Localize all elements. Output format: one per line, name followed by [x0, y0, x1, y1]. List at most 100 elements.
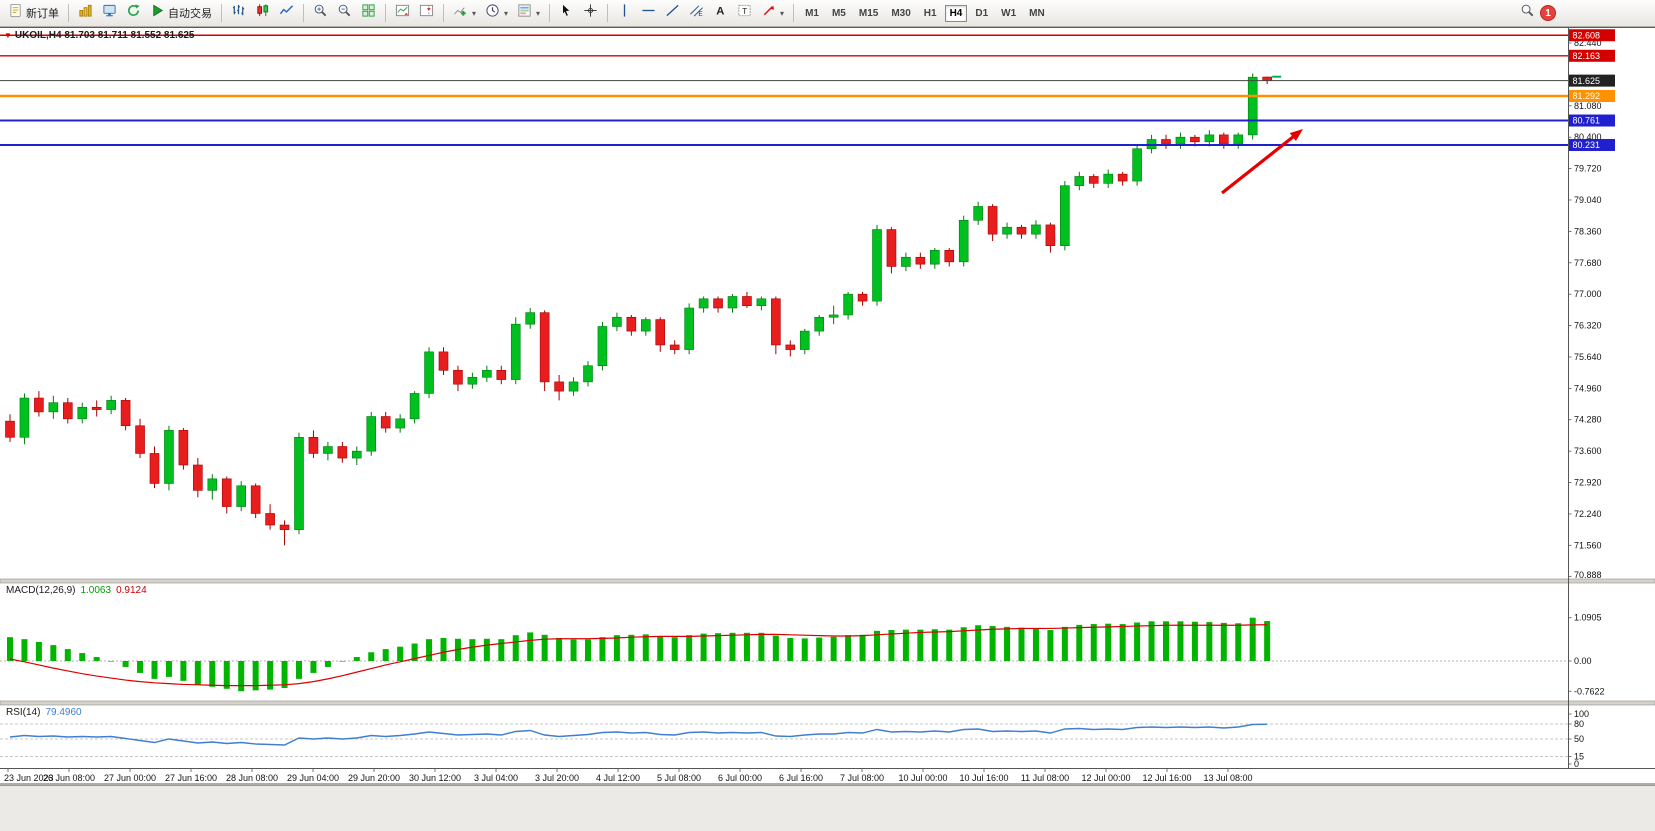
- periods-button[interactable]: ▾: [481, 2, 512, 24]
- macd-main-value: 1.0063: [80, 585, 112, 596]
- templates-button[interactable]: ▾: [513, 2, 544, 24]
- timeframe-w1[interactable]: W1: [1001, 7, 1017, 19]
- charts-button[interactable]: [74, 2, 97, 24]
- chevron-down-icon: ▾: [504, 8, 509, 18]
- trendline-button[interactable]: [661, 2, 684, 24]
- macd-signal-value: 0.9124: [116, 585, 147, 596]
- chart-shift-button[interactable]: [415, 2, 438, 24]
- pane-separator[interactable]: [0, 578, 1655, 584]
- notification-badge[interactable]: 1: [1540, 5, 1556, 21]
- channel-icon: E: [689, 3, 704, 23]
- main-toolbar: 新订单 自动交易 ▾ ▾ ▾ E A T ▾ M1 M5 M15 M30 H1 H4 D1 W1 MN 1: [0, 0, 1655, 27]
- hline-icon: [641, 3, 656, 23]
- horizontal-line-button[interactable]: [637, 2, 660, 24]
- macd-signal-line: [9, 624, 1268, 687]
- svg-text:12 Jul 00:00: 12 Jul 00:00: [1081, 773, 1130, 783]
- svg-text:27 Jun 16:00: 27 Jun 16:00: [165, 773, 217, 783]
- timeframe-m15[interactable]: M15: [858, 7, 879, 19]
- equidistant-channel-button[interactable]: E: [685, 2, 708, 24]
- new-order-button-label: 新订单: [26, 8, 59, 20]
- svg-text:10 Jul 16:00: 10 Jul 16:00: [959, 773, 1008, 783]
- pane-separator[interactable]: [0, 700, 1655, 706]
- rsi-value: 79.4960: [45, 707, 82, 718]
- price-level-label: [1569, 90, 1615, 103]
- text-label-button[interactable]: T: [733, 2, 756, 24]
- refresh-button[interactable]: [122, 2, 145, 24]
- svg-text:28 Jun 08:00: 28 Jun 08:00: [226, 773, 278, 783]
- indicators-button[interactable]: ▾: [449, 2, 480, 24]
- annotation-arrow[interactable]: [1221, 133, 1297, 195]
- svg-text:81.080: 81.080: [1574, 101, 1602, 111]
- svg-text:6 Jul 00:00: 6 Jul 00:00: [718, 773, 762, 783]
- svg-text:80.400: 80.400: [1574, 132, 1602, 142]
- play-icon: [150, 3, 165, 23]
- timeframe-mn[interactable]: MN: [1029, 7, 1045, 19]
- indicators-icon: [453, 3, 468, 23]
- auto-scroll-button[interactable]: [391, 2, 414, 24]
- svg-text:3 Jul 04:00: 3 Jul 04:00: [474, 773, 518, 783]
- current-price-label: [1569, 74, 1615, 87]
- svg-text:12 Jul 16:00: 12 Jul 16:00: [1142, 773, 1191, 783]
- symbol-search-button[interactable]: [1516, 2, 1539, 24]
- timeframe-m1[interactable]: M1: [805, 7, 819, 19]
- bar-chart-button[interactable]: [227, 2, 250, 24]
- svg-text:1.0905: 1.0905: [1574, 613, 1602, 623]
- chevron-down-icon: ▾: [472, 8, 477, 18]
- svg-text:13 Jul 08:00: 13 Jul 08:00: [1203, 773, 1252, 783]
- svg-text:77.000: 77.000: [1574, 289, 1602, 299]
- svg-text:71.560: 71.560: [1574, 540, 1602, 550]
- arrows-button[interactable]: ▾: [757, 2, 788, 24]
- zoom-out-button[interactable]: [333, 2, 356, 24]
- svg-text:27 Jun 00:00: 27 Jun 00:00: [104, 773, 156, 783]
- chevron-down-icon: ▾: [536, 8, 541, 18]
- line-chart-button[interactable]: [275, 2, 298, 24]
- chart-canvas[interactable]: 82.440 81.080 80.400 79.720 79.040 78.360 77.6…: [0, 28, 1655, 785]
- zoom-in-button[interactable]: [309, 2, 332, 24]
- ohlc-icon: [231, 3, 246, 23]
- rsi-line: [9, 723, 1268, 746]
- timeframe-m30[interactable]: M30: [891, 7, 911, 19]
- crosshair-icon: [583, 3, 598, 23]
- vertical-line-button[interactable]: [613, 2, 636, 24]
- timeframe-m5[interactable]: M5: [831, 7, 846, 19]
- chart-scroll-icon: [395, 3, 410, 23]
- tile-windows-button[interactable]: [357, 2, 380, 24]
- toolbar-separator: [68, 4, 69, 22]
- svg-text:30 Jun 12:00: 30 Jun 12:00: [409, 773, 461, 783]
- svg-text:73.600: 73.600: [1574, 446, 1602, 456]
- svg-text:78.360: 78.360: [1574, 226, 1602, 236]
- timeframe-d1[interactable]: D1: [975, 7, 989, 19]
- grid-icon: [361, 3, 376, 23]
- svg-text:6 Jul 16:00: 6 Jul 16:00: [779, 773, 823, 783]
- monitor-icon: [102, 3, 117, 23]
- chart-title-text: UKOIL,H4 81.703 81.711 81.552 81.625: [14, 30, 195, 41]
- svg-text:70.888: 70.888: [1574, 570, 1602, 580]
- svg-text:50: 50: [1574, 734, 1584, 744]
- svg-text:74.960: 74.960: [1574, 383, 1602, 393]
- svg-text:29 Jun 20:00: 29 Jun 20:00: [348, 773, 400, 783]
- candlestick-button[interactable]: [251, 2, 274, 24]
- horizontal-line-objects[interactable]: [0, 34, 1568, 146]
- price-level-label: [1569, 138, 1615, 151]
- text-button[interactable]: A: [709, 2, 732, 24]
- new-order-button[interactable]: 新订单: [4, 2, 63, 24]
- svg-text:26 Jun 08:00: 26 Jun 08:00: [43, 773, 95, 783]
- toolbar-separator: [303, 4, 304, 22]
- profiles-button[interactable]: [98, 2, 121, 24]
- svg-text:11 Jul 08:00: 11 Jul 08:00: [1021, 773, 1069, 783]
- chart-window[interactable]: 82.440 81.080 80.400 79.720 79.040 78.360 77.6…: [0, 27, 1655, 785]
- auto-trading-button[interactable]: 自动交易: [146, 2, 216, 24]
- svg-text:3 Jul 20:00: 3 Jul 20:00: [535, 773, 579, 783]
- svg-text:15: 15: [1574, 752, 1584, 762]
- price-level-label: [1569, 29, 1615, 42]
- text-a-icon: A: [713, 3, 728, 23]
- timeframe-h4[interactable]: H4: [944, 4, 968, 22]
- svg-text:80.231: 80.231: [1573, 140, 1601, 150]
- svg-text:23 Jun 2023: 23 Jun 2023: [4, 773, 54, 783]
- cursor-button[interactable]: [555, 2, 578, 24]
- timeframe-h1[interactable]: H1: [923, 7, 937, 19]
- shapes-icon: [761, 3, 776, 23]
- price-axis[interactable]: 82.440 81.080 80.400 79.720 79.040 78.360 77.6…: [1568, 28, 1615, 769]
- crosshair-button[interactable]: [579, 2, 602, 24]
